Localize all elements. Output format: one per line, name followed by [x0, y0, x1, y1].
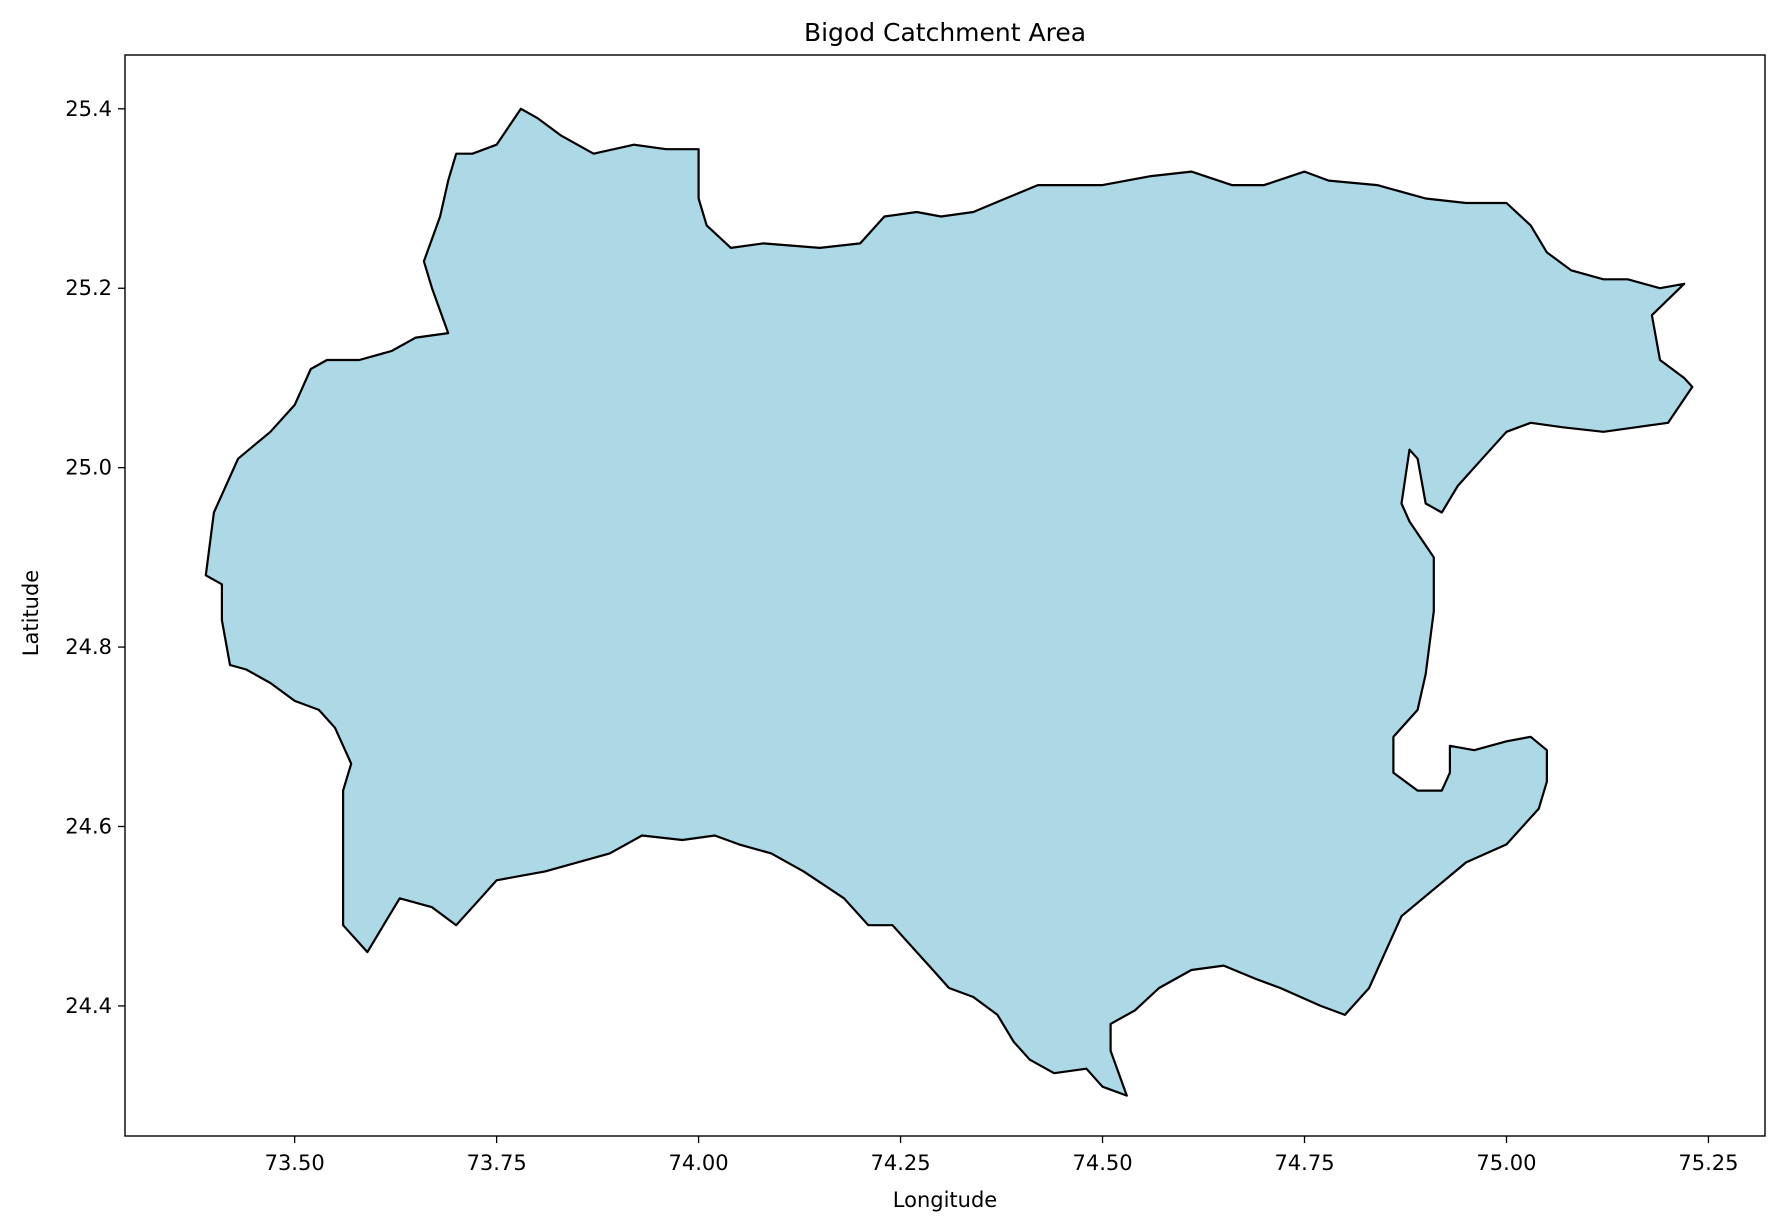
y-tick-label: 25.0 — [65, 456, 112, 480]
y-axis-label: Latitude — [19, 570, 43, 656]
x-axis: 73.50 73.75 74.00 74.25 74.50 74.75 75.00 75.25 — [265, 1136, 1739, 1175]
y-axis: 24.4 24.6 24.8 25.0 25.2 25.4 — [65, 97, 125, 1018]
y-tick-label: 24.4 — [65, 994, 112, 1018]
x-tick-label: 74.75 — [1274, 1151, 1334, 1175]
x-tick-label: 74.00 — [669, 1151, 729, 1175]
catchment-polygon — [204, 107, 1694, 1097]
x-tick-label: 75.00 — [1476, 1151, 1536, 1175]
x-axis-label: Longitude — [893, 1188, 997, 1212]
x-tick-label: 74.25 — [871, 1151, 931, 1175]
y-tick-label: 24.8 — [65, 635, 112, 659]
y-tick-label: 25.2 — [65, 276, 112, 300]
plot-area — [124, 54, 1766, 1137]
y-tick-label: 25.4 — [65, 97, 112, 121]
x-tick-label: 73.75 — [467, 1151, 527, 1175]
y-tick-label: 24.6 — [65, 815, 112, 839]
x-tick-label: 75.25 — [1678, 1151, 1738, 1175]
x-tick-label: 74.50 — [1072, 1151, 1132, 1175]
x-tick-label: 73.50 — [265, 1151, 325, 1175]
map-title: Bigod Catchment Area — [804, 18, 1086, 47]
axes-frame — [124, 54, 1766, 1137]
